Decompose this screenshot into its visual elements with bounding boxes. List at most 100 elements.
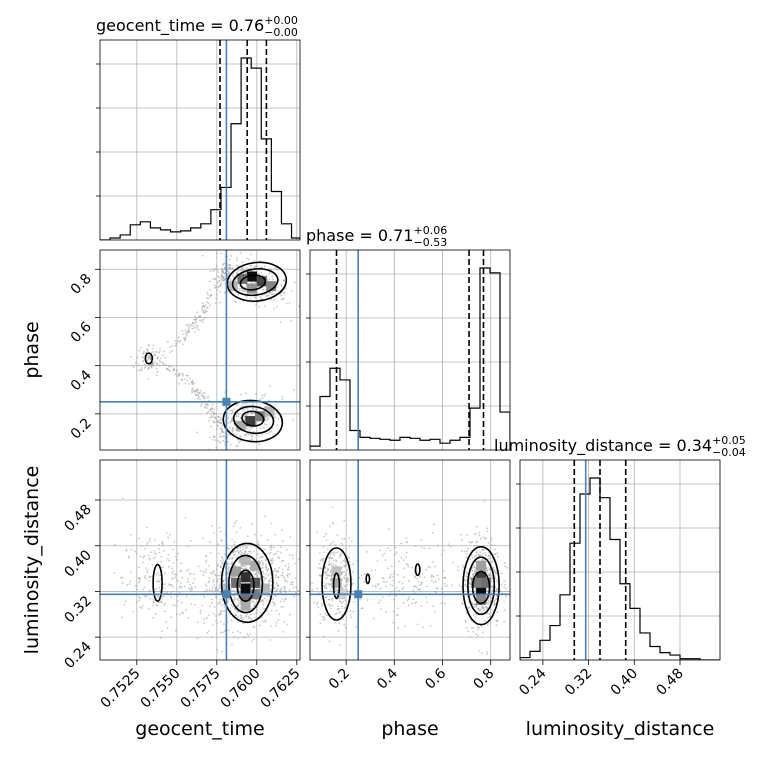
scatter-point [207, 614, 210, 617]
density-cell [240, 583, 251, 594]
scatter-point [177, 552, 180, 555]
scatter-point [487, 603, 490, 606]
scatter-point [258, 443, 261, 446]
scatter-point [270, 580, 273, 583]
scatter-point [257, 434, 260, 437]
scatter-point [204, 571, 206, 574]
scatter-point [233, 525, 236, 528]
scatter-point [222, 623, 225, 626]
scatter-point [146, 569, 149, 572]
scatter-point [186, 578, 189, 580]
scatter-point [137, 581, 140, 584]
scatter-point [159, 350, 161, 352]
scatter-point [282, 630, 284, 633]
panel-frame [519, 459, 721, 661]
panel-content [100, 460, 300, 660]
scatter-point [256, 553, 259, 556]
scatter-point [261, 397, 264, 400]
scatter-point [257, 543, 260, 545]
scatter-point [187, 324, 189, 327]
scatter-point [406, 541, 409, 544]
scatter-point [344, 557, 346, 560]
contour-3 [152, 563, 163, 602]
scatter-point [206, 631, 209, 634]
scatter-point [407, 565, 410, 568]
x-tick-label-phase: 0.2 [326, 666, 353, 693]
density-cell [266, 281, 277, 292]
panel-title-main: geocent_time = 0.76 [96, 16, 264, 36]
scatter-point [385, 585, 387, 588]
scatter-point [272, 559, 275, 562]
scatter-point [227, 422, 229, 424]
scatter-point [278, 293, 281, 296]
scatter-point [342, 618, 344, 621]
scatter-point [266, 278, 268, 280]
scatter-point [472, 627, 475, 629]
scatter-point [220, 422, 223, 424]
scatter-point [352, 582, 355, 584]
scatter-point [152, 557, 155, 560]
scatter-point [266, 538, 269, 541]
scatter-point [260, 427, 262, 430]
scatter-point [135, 601, 138, 603]
scatter-point [486, 527, 489, 530]
scatter-point [379, 587, 382, 590]
scatter-point [215, 596, 218, 599]
scatter-point [242, 552, 244, 555]
scatter-point [468, 540, 471, 543]
scatter-point [328, 543, 331, 546]
scatter-point [222, 277, 225, 279]
scatter-point [179, 570, 182, 573]
scatter-point [281, 529, 284, 532]
scatter-point [237, 293, 240, 296]
scatter-point [217, 275, 219, 278]
density-cell [264, 406, 275, 417]
scatter-point [283, 586, 286, 588]
scatter-point [243, 419, 246, 421]
scatter-point [416, 588, 419, 591]
scatter-point [323, 551, 326, 554]
scatter-point [231, 267, 234, 269]
scatter-point [182, 337, 185, 340]
scatter-point [236, 265, 239, 268]
scatter-point [163, 583, 166, 585]
scatter-point [333, 554, 336, 557]
scatter-point [259, 295, 262, 298]
scatter-point [158, 359, 161, 362]
scatter-point [162, 604, 165, 607]
scatter-point [317, 606, 320, 609]
scatter-point [271, 601, 274, 603]
scatter-point [136, 356, 139, 359]
scatter-point [174, 604, 177, 607]
scatter-point [411, 566, 414, 569]
scatter-point [267, 574, 270, 577]
scatter-point [402, 601, 405, 604]
scatter-point [322, 585, 325, 588]
scatter-point [267, 417, 270, 420]
scatter-point [239, 251, 242, 254]
scatter-point [483, 500, 486, 502]
scatter-point [227, 562, 230, 565]
scatter-point [151, 564, 154, 566]
scatter-point [190, 381, 193, 384]
scatter-point [162, 586, 165, 589]
scatter-point [140, 607, 143, 609]
scatter-point [484, 551, 487, 554]
panel-content [100, 250, 300, 450]
scatter-point [319, 559, 322, 562]
scatter-point [207, 293, 210, 296]
scatter-point [239, 550, 242, 552]
scatter-point [241, 290, 244, 292]
scatter-point [396, 573, 399, 576]
scatter-point [220, 277, 223, 280]
scatter-point [397, 613, 400, 616]
scatter-point [198, 391, 201, 394]
scatter-point [390, 565, 393, 568]
scatter-point [253, 550, 255, 553]
scatter-point [231, 643, 233, 646]
scatter-point [219, 291, 221, 293]
scatter-point [389, 583, 392, 586]
scatter-point [198, 396, 200, 398]
scatter-point [338, 607, 340, 610]
scatter-point [389, 591, 392, 593]
